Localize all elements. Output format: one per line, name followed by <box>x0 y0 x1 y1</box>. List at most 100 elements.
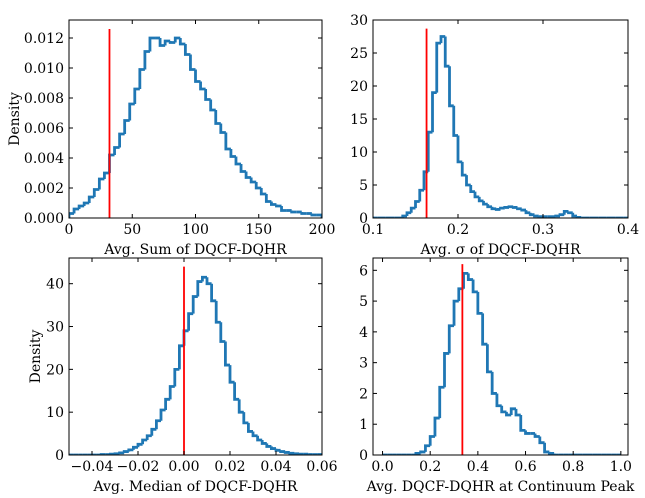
x-tick-label: 0 <box>65 222 74 238</box>
histogram-step <box>256 435 263 442</box>
histogram-step <box>132 445 138 450</box>
histogram-step <box>214 110 221 125</box>
histogram-step <box>178 344 184 370</box>
histogram-step <box>503 206 509 209</box>
histogram-step <box>69 212 75 218</box>
histogram-step <box>173 367 180 387</box>
histogram-step <box>233 382 240 401</box>
histogram-step <box>249 177 257 184</box>
y-tick-label: 5 <box>359 178 368 194</box>
histogram-step <box>500 405 507 414</box>
histogram-step <box>543 442 550 454</box>
histogram-step <box>505 411 512 417</box>
axes-frame <box>68 19 323 219</box>
histogram-step <box>141 438 148 445</box>
histogram-step <box>178 38 186 46</box>
subplot: 0.1 0.2 0.3 0.4 0 5 10 15 20 25 30 Avg. σ of DQCF-D… <box>350 13 639 258</box>
histogram-step <box>219 322 226 343</box>
histogram-step <box>571 212 577 218</box>
x-tick-label: 0.3 <box>532 222 554 238</box>
x-axis-label: Avg. Sum of DQCF-DQHR <box>103 242 287 258</box>
histogram-step <box>414 200 420 209</box>
x-tick-label: 0.06 <box>306 459 337 475</box>
histogram-step <box>428 435 435 446</box>
histogram-step <box>77 204 85 209</box>
y-tick-label: 0.002 <box>24 181 64 197</box>
x-tick-label: 0.6 <box>514 459 536 475</box>
histogram-step <box>72 207 80 214</box>
histogram-step <box>533 214 539 218</box>
y-tick-label: 3 <box>359 356 368 372</box>
histogram-step <box>259 188 267 196</box>
histogram-step <box>509 407 516 415</box>
x-tick-label: 50 <box>123 222 141 238</box>
histogram-step <box>316 213 322 218</box>
histogram-step <box>168 385 175 400</box>
histogram-step <box>239 164 247 173</box>
y-tick-label: 0.012 <box>24 31 64 47</box>
histogram-step <box>477 196 484 203</box>
x-tick-label: 1.0 <box>610 459 632 475</box>
histogram-step <box>219 123 226 134</box>
histogram-step <box>435 41 441 93</box>
y-tick-label: 0.010 <box>24 61 64 77</box>
histogram-step <box>148 36 156 52</box>
histogram-step <box>401 214 407 218</box>
histogram-step <box>163 39 171 46</box>
y-tick-label: 0.000 <box>24 211 64 227</box>
y-tick-label: 6 <box>359 263 368 279</box>
histogram-step <box>516 207 522 211</box>
y-tick-label: 10 <box>46 405 64 421</box>
plot-area <box>69 266 322 455</box>
histogram-step <box>204 89 211 101</box>
histogram-step <box>264 194 272 203</box>
y-axis-label: Density <box>7 92 23 146</box>
histogram-step <box>519 414 526 432</box>
histogram-step <box>482 200 488 206</box>
y-tick-label: 15 <box>350 112 368 128</box>
histogram-step <box>485 344 493 374</box>
y-tick-label: 30 <box>350 13 368 29</box>
histogram-step <box>462 271 469 289</box>
histogram-step <box>452 299 459 326</box>
histogram-step <box>247 422 253 433</box>
y-tick-label: 0.004 <box>24 151 64 167</box>
histogram-step <box>554 214 560 218</box>
plot-area <box>373 28 628 218</box>
histogram-step <box>490 371 497 395</box>
x-axis-label: Avg. σ of DQCF-DQHR <box>419 242 581 258</box>
histogram-step <box>494 208 501 211</box>
histogram-step <box>456 135 463 164</box>
y-tick-label: 30 <box>46 320 64 336</box>
plot-area <box>382 264 621 455</box>
histogram-step <box>214 300 221 324</box>
axes-frame <box>372 257 629 456</box>
y-axis-label: Density <box>28 330 44 384</box>
x-tick-label: 0.02 <box>214 459 245 475</box>
histogram-step <box>490 206 497 211</box>
histogram-step <box>254 182 262 190</box>
histogram-step <box>194 69 201 83</box>
histogram-step <box>511 206 518 209</box>
x-tick-label: 0.1 <box>362 222 384 238</box>
histogram-step <box>552 453 559 455</box>
histogram-step <box>481 313 488 346</box>
histogram-step <box>191 295 198 314</box>
x-tick-label: 150 <box>245 222 272 238</box>
histogram-step <box>409 206 416 213</box>
histogram-step <box>486 204 492 209</box>
plot-area <box>69 29 322 218</box>
histogram-step <box>150 427 157 436</box>
x-tick-label: 100 <box>182 222 209 238</box>
histogram-step <box>514 408 521 417</box>
y-tick-label: 0 <box>55 448 64 464</box>
histogram-step <box>438 385 445 419</box>
histogram-step <box>274 448 281 452</box>
histogram-step <box>466 273 474 281</box>
y-tick-label: 4 <box>359 325 368 341</box>
histogram-step <box>183 44 191 56</box>
histogram-step <box>452 105 458 137</box>
y-tick-label: 2 <box>359 386 368 402</box>
histogram-step <box>538 436 545 445</box>
histogram-step <box>224 341 230 367</box>
